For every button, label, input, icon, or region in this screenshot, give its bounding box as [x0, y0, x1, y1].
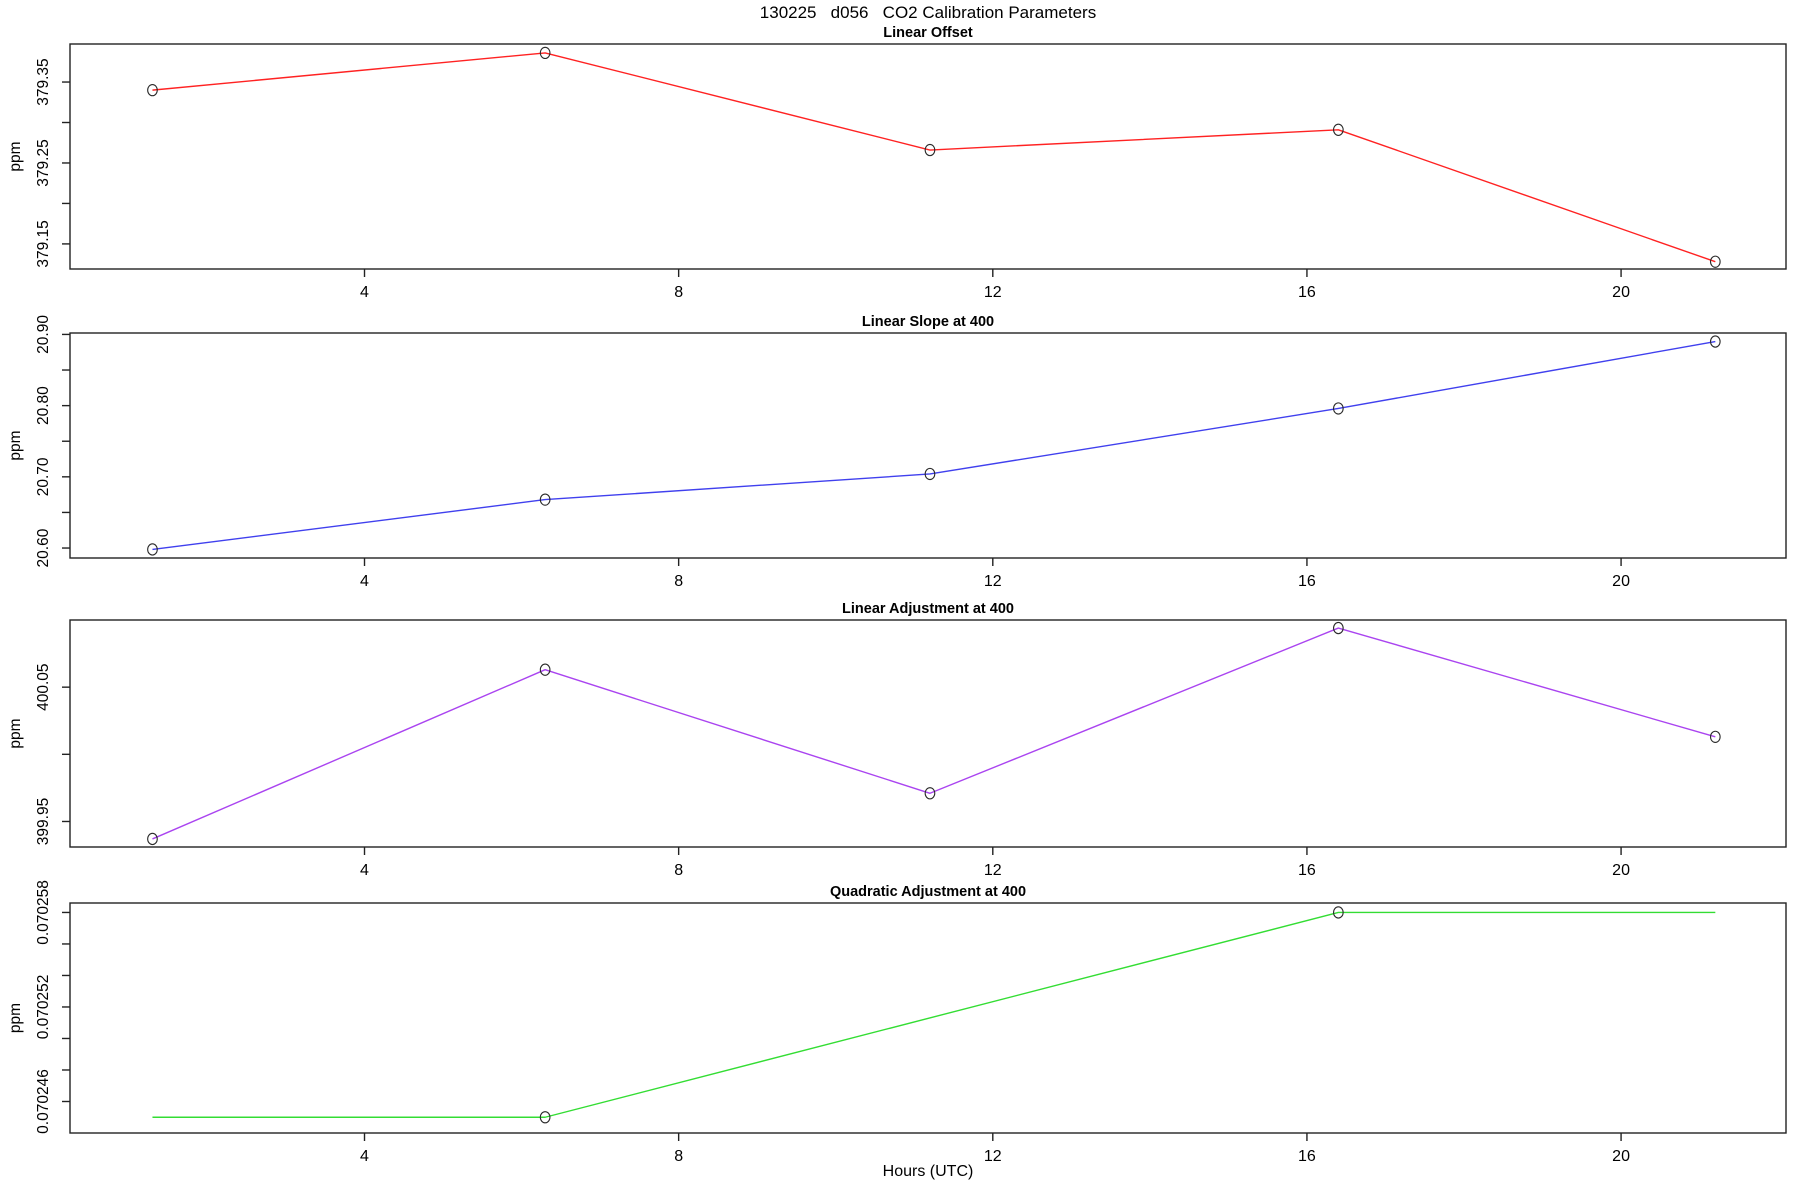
y-tick-label: 379.35: [35, 58, 52, 105]
x-tick-label: 4: [360, 862, 369, 879]
data-point-marker: [1332, 906, 1344, 919]
data-point-marker: [147, 83, 158, 97]
data-point-marker: [147, 543, 158, 556]
x-tick-label: 20: [1612, 284, 1630, 301]
data-line: [152, 627, 1716, 840]
data-point-marker: [1332, 402, 1344, 415]
y-tick-label: 0.070252: [35, 975, 52, 1040]
x-tick-label: 8: [674, 284, 683, 301]
panel-title: Linear Adjustment at 400: [842, 601, 1014, 617]
x-tick-label: 16: [1298, 284, 1316, 301]
panel-linear-adjustment-at-400: Linear Adjustment at 400 ppm 399.95 400.05 4…: [7, 601, 1787, 879]
x-tick-label: 20: [1612, 573, 1630, 590]
plot-box: [69, 619, 1787, 848]
data-point-marker: [924, 143, 936, 157]
panel-title: Quadratic Adjustment at 400: [830, 884, 1026, 900]
y-tick-label: 20.70: [35, 457, 52, 496]
x-tick-label: 20: [1612, 862, 1630, 879]
data-point-marker: [1709, 730, 1721, 744]
x-tick-label: 16: [1298, 862, 1316, 879]
panel-linear-offset: Linear Offset ppm 379.15 379.25 379.35 4 8 12 16…: [7, 25, 1787, 301]
x-tick-label: 12: [984, 1148, 1002, 1165]
y-tick-label: 0.070246: [35, 1069, 52, 1134]
panel-quadratic-adjustment-at-400: Quadratic Adjustment at 400 ppm 0.070246 0.…: [7, 880, 1787, 1165]
y-axis-label: ppm: [7, 1003, 24, 1033]
y-axis-label: ppm: [7, 141, 24, 171]
y-tick-label: 20.90: [35, 315, 52, 354]
x-tick-label: 8: [674, 862, 683, 879]
x-tick-label: 12: [984, 862, 1002, 879]
y-tick-label: 379.15: [35, 220, 52, 267]
x-tick-label: 8: [674, 1148, 683, 1165]
x-tick-label: 8: [674, 573, 683, 590]
data-point-marker: [1332, 123, 1344, 136]
x-tick-label: 16: [1298, 1148, 1316, 1165]
data-point-marker: [1332, 621, 1344, 635]
panel-title: Linear Offset: [883, 25, 973, 41]
x-tick-label: 4: [360, 1148, 369, 1165]
plot-box: [69, 332, 1787, 559]
x-tick-label: 12: [984, 573, 1002, 590]
y-tick-label: 400.05: [35, 663, 52, 710]
panel-linear-slope-at-400: Linear Slope at 400 ppm 20.60 20.70 20.80 20.…: [7, 314, 1787, 590]
data-point-marker: [924, 787, 936, 800]
data-point-marker: [1709, 335, 1721, 348]
data-point-marker: [539, 493, 551, 506]
x-tick-label: 20: [1612, 1148, 1630, 1165]
data-point-marker: [539, 663, 551, 676]
x-tick-label: 12: [984, 284, 1002, 301]
x-tick-label: 4: [360, 573, 369, 590]
y-tick-label: 20.60: [35, 528, 52, 567]
data-line: [152, 340, 1716, 551]
x-tick-label: 4: [360, 284, 369, 301]
y-axis-label: ppm: [7, 718, 24, 748]
plot-box: [69, 43, 1787, 270]
y-tick-label: 0.070258: [35, 880, 52, 945]
data-line: [152, 911, 1716, 1118]
panel-title: Linear Slope at 400: [862, 314, 994, 330]
data-line: [152, 52, 1716, 263]
data-point-marker: [539, 1111, 551, 1124]
plot-box: [69, 902, 1787, 1134]
y-axis-label: ppm: [7, 430, 24, 460]
data-point-marker: [924, 467, 936, 481]
figure-title: 130225 d056 CO2 Calibration Parameters: [759, 3, 1097, 22]
x-axis-label: Hours (UTC): [882, 1163, 974, 1180]
data-point-marker: [539, 46, 551, 60]
y-tick-label: 399.95: [35, 798, 52, 845]
data-point-marker: [147, 832, 158, 846]
data-point-marker: [1709, 255, 1721, 268]
y-tick-label: 379.25: [35, 139, 52, 186]
y-tick-label: 20.80: [35, 386, 52, 425]
x-tick-label: 16: [1298, 573, 1316, 590]
